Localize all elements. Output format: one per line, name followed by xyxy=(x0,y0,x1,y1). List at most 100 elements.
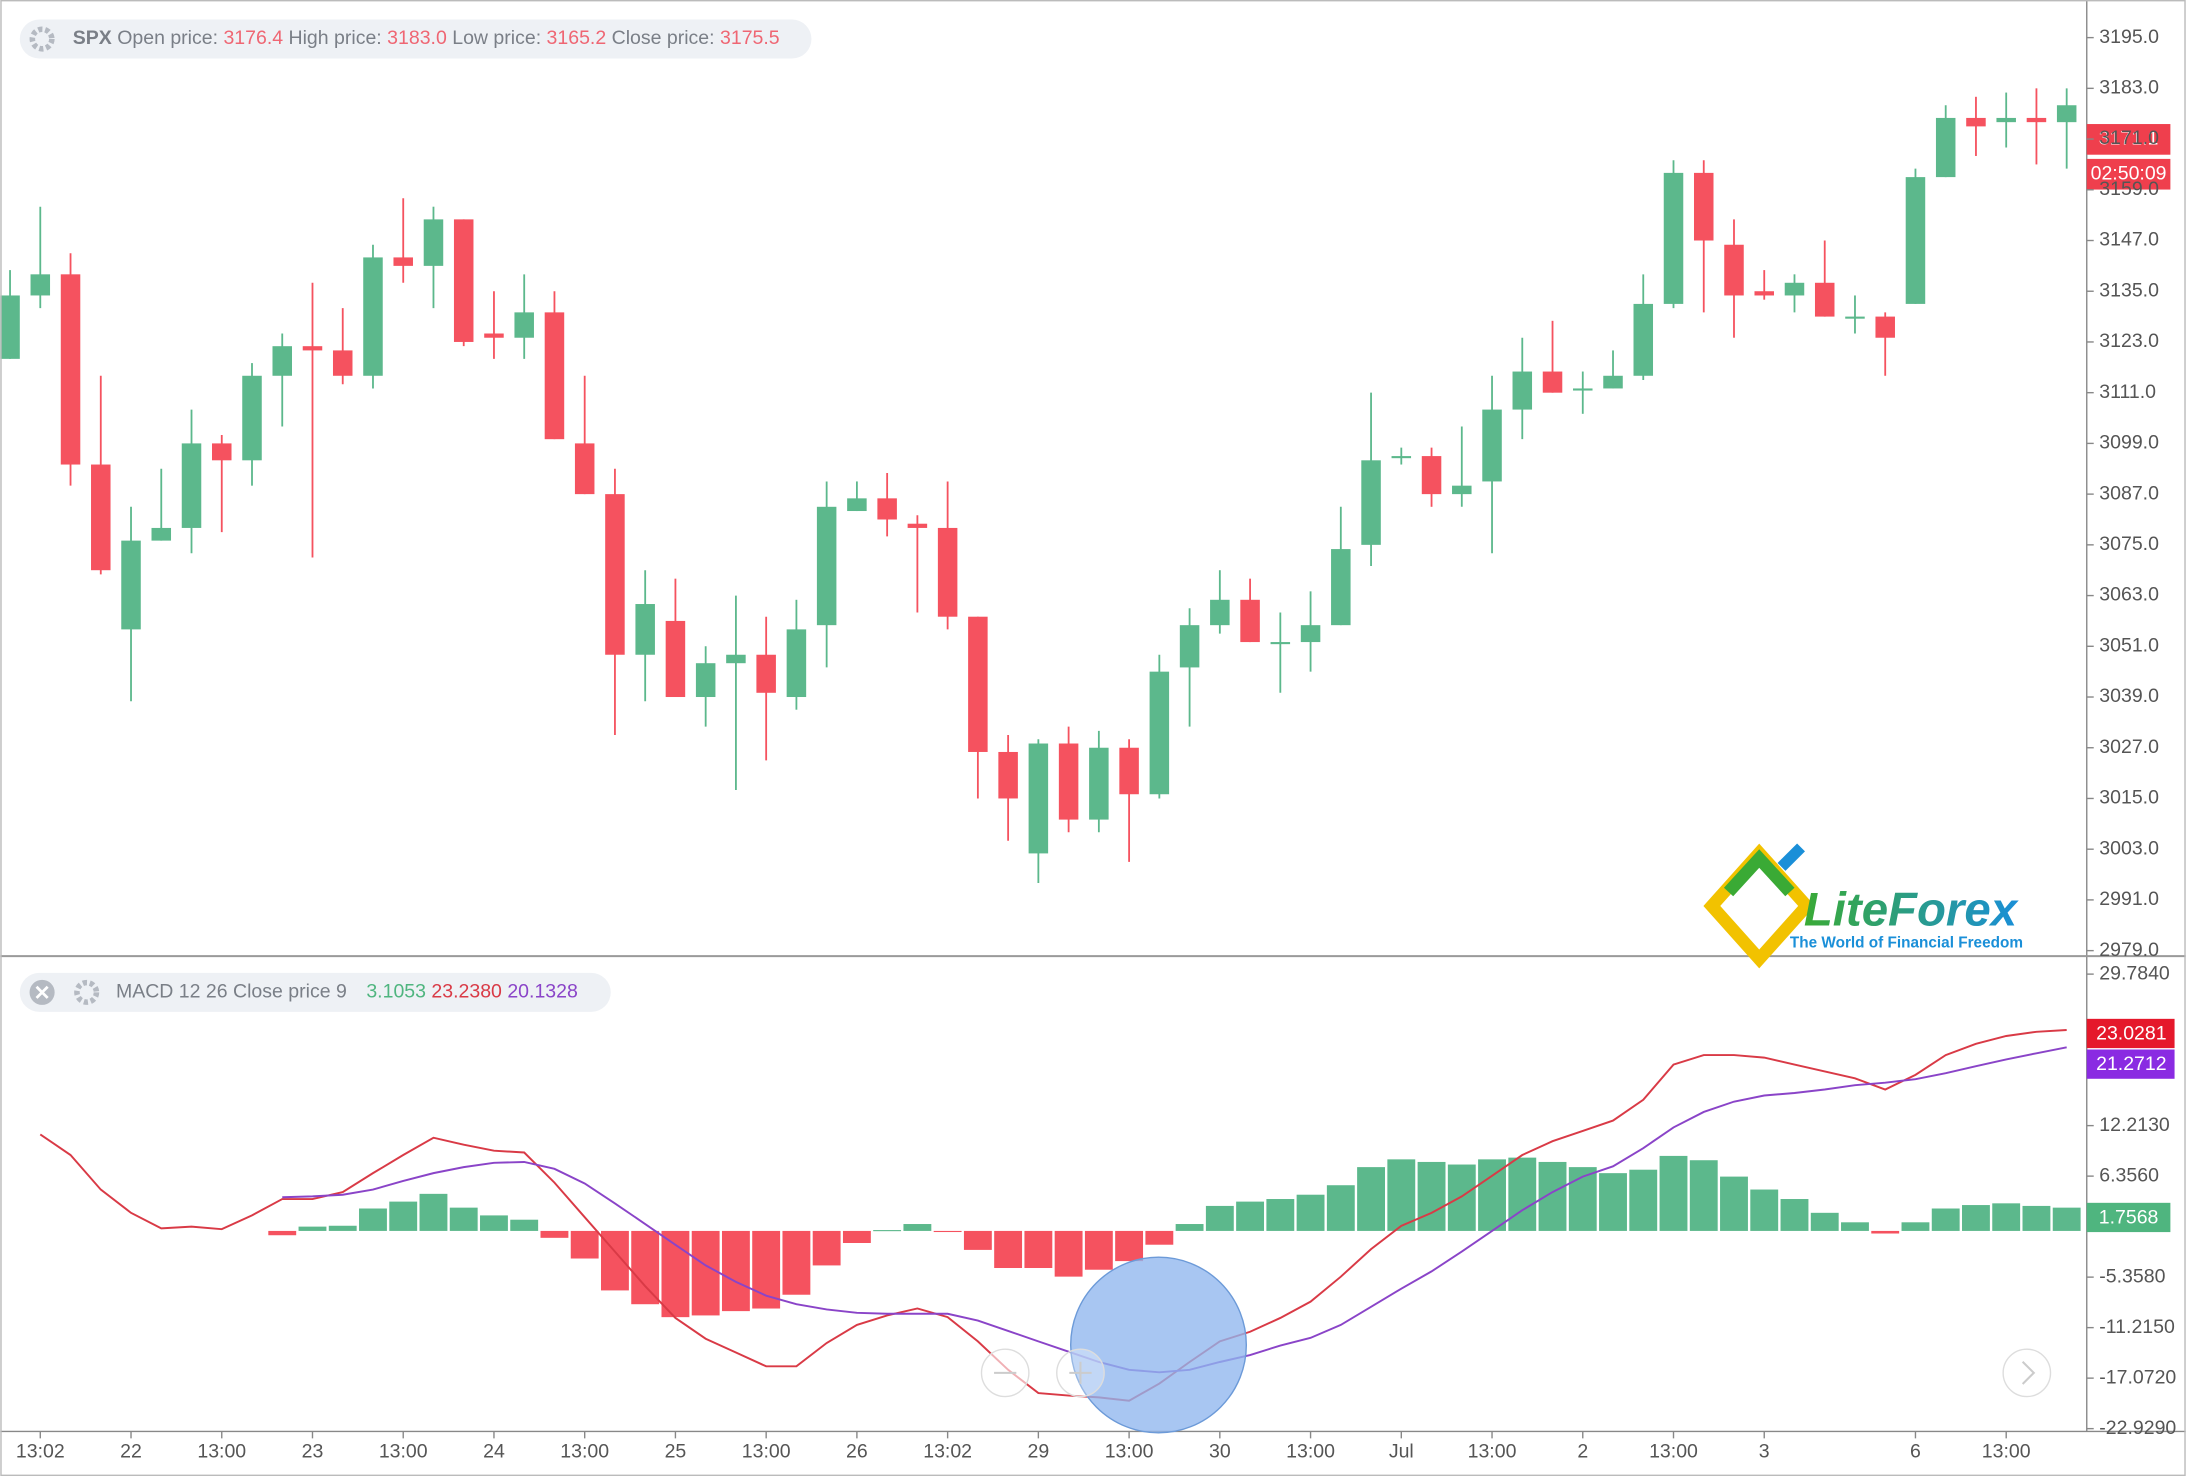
candle-body xyxy=(786,629,807,698)
histogram-bar xyxy=(328,1225,357,1231)
histogram-bar xyxy=(1810,1212,1839,1231)
x-tick-label: 2 xyxy=(1577,1440,1588,1462)
candle-body xyxy=(1058,743,1079,820)
macd-badge-text: 23.0281 xyxy=(2096,1022,2167,1044)
candle-body xyxy=(1149,671,1170,795)
x-tick-label: 23 xyxy=(302,1440,324,1462)
label: Low price: xyxy=(452,27,541,49)
label: Open price: xyxy=(117,27,218,49)
candle-body xyxy=(302,346,323,351)
candle-body xyxy=(574,443,595,495)
candle-body xyxy=(393,257,413,266)
scroll-right-icon xyxy=(2021,1360,2036,1385)
histogram-bar xyxy=(903,1224,932,1231)
candle-body xyxy=(181,443,202,528)
x-tick-label: 29 xyxy=(1028,1440,1050,1462)
y-tick-label: 3135.0 xyxy=(2099,279,2159,301)
y-tick-label: 3099.0 xyxy=(2099,432,2159,454)
x-tick-label: 13:02 xyxy=(16,1440,65,1462)
x-tick-label: 6 xyxy=(1910,1440,1921,1462)
y-tick-label: 3147.0 xyxy=(2099,229,2159,251)
candle-body xyxy=(998,751,1018,799)
candle-body xyxy=(544,312,565,440)
histogram-bar xyxy=(994,1230,1023,1269)
histogram-bar xyxy=(933,1230,962,1233)
x-tick-label: 13:00 xyxy=(1468,1440,1517,1462)
histogram-bar xyxy=(268,1230,297,1236)
histogram-bar xyxy=(691,1230,720,1316)
histogram-bar xyxy=(1901,1222,1930,1231)
value: 20.1328 xyxy=(507,981,577,1003)
candle-body xyxy=(2026,117,2047,123)
candle-body xyxy=(1905,177,1926,304)
y-tick-label: 3015.0 xyxy=(2099,787,2159,809)
histogram-bar xyxy=(842,1230,871,1243)
candle-body xyxy=(1724,244,1744,296)
histogram-bar xyxy=(1145,1230,1174,1245)
candle-body xyxy=(968,616,988,752)
x-tick-label: 13:00 xyxy=(560,1440,609,1462)
candle-body xyxy=(847,498,867,512)
scroll-right-button[interactable] xyxy=(2002,1348,2052,1398)
header-legend: SPX Open price: 3176.4 High price: 3183.… xyxy=(73,27,780,49)
settings-icon[interactable] xyxy=(74,979,100,1005)
histogram-bar xyxy=(2052,1207,2081,1231)
candle-body xyxy=(1331,549,1351,626)
histogram-bar xyxy=(752,1230,781,1309)
candle-body xyxy=(30,274,51,296)
macd-legend: MACD 12 26 Close price 9 3.1053 23.2380 2… xyxy=(116,981,578,1003)
candle-body xyxy=(121,540,141,630)
candle-body xyxy=(91,464,111,571)
histogram-bar xyxy=(782,1230,811,1295)
y-tick-label: 3159.0 xyxy=(2099,178,2159,200)
candle-body xyxy=(877,498,897,520)
y-tick-label: 2991.0 xyxy=(2099,888,2159,910)
histogram-bar xyxy=(1357,1167,1385,1231)
y-tick-label: 12.2130 xyxy=(2099,1114,2170,1136)
price-badge-text: 3171.1 xyxy=(2099,128,2159,150)
header-pill xyxy=(19,19,812,59)
histogram-bar xyxy=(963,1230,992,1250)
candle-body xyxy=(1240,599,1260,643)
value: 3183.0 xyxy=(387,27,447,49)
value: 3175.5 xyxy=(720,27,780,49)
macd-pill xyxy=(19,972,611,1012)
histogram-bar xyxy=(1054,1230,1083,1277)
histogram-bar xyxy=(298,1226,327,1231)
candle-body xyxy=(756,654,776,693)
histogram-bar xyxy=(389,1201,418,1231)
zoom-in-icon xyxy=(1069,1361,1092,1385)
histogram-bar xyxy=(2022,1205,2051,1231)
x-tick-label: 13:00 xyxy=(197,1440,246,1462)
candle-body xyxy=(907,523,928,528)
countdown-badge xyxy=(2086,158,2171,190)
candle-body xyxy=(1028,743,1049,854)
candle-body xyxy=(60,274,81,465)
histogram-bar xyxy=(1508,1157,1537,1231)
histogram-bar xyxy=(540,1230,569,1238)
candle-body xyxy=(0,295,20,359)
signal-badge-text: 21.2712 xyxy=(2096,1053,2167,1075)
candle-body xyxy=(242,375,262,461)
settings-icon[interactable] xyxy=(29,26,55,52)
histogram-bar xyxy=(873,1230,902,1232)
histogram-badge-text: 1.7568 xyxy=(2099,1206,2159,1228)
x-tick-label: 13:00 xyxy=(1286,1440,1335,1462)
histogram-bar xyxy=(1115,1230,1144,1262)
histogram-bar xyxy=(1478,1159,1506,1231)
histogram-bar xyxy=(480,1215,508,1231)
candle-body xyxy=(1361,460,1381,545)
candle-body xyxy=(1935,117,1956,178)
countdown-text: 02:50:09 xyxy=(2091,162,2167,184)
candle-body xyxy=(1391,456,1412,459)
y-tick-label: 3003.0 xyxy=(2099,837,2159,859)
candle-body xyxy=(1542,371,1563,393)
y-tick-label: -17.0720 xyxy=(2099,1366,2176,1388)
histogram-bar xyxy=(1871,1230,1900,1234)
candle-body xyxy=(1754,291,1774,296)
candle-body xyxy=(1814,282,1835,317)
value: 3176.4 xyxy=(223,27,283,49)
y-tick-label: -11.2150 xyxy=(2099,1316,2175,1338)
plot-area xyxy=(0,88,2081,1402)
